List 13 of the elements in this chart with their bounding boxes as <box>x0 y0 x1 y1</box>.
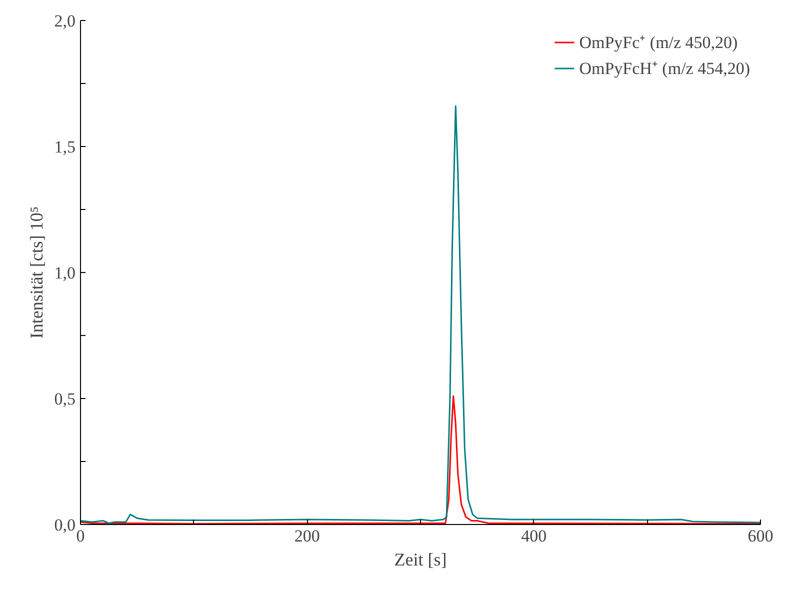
y-tick-label: 2,0 <box>54 12 76 30</box>
x-axis-title: Zeit [s] <box>394 550 447 570</box>
y-tick-label: 0,5 <box>54 390 76 408</box>
legend-label: OmPyFc⁺ (m/z 450,20) <box>579 32 738 53</box>
x-tick-label: 400 <box>521 526 547 546</box>
y-axis-title: Intensität [cts] 10⁵ <box>26 206 46 339</box>
y-tick-label: 0,0 <box>54 516 76 534</box>
y-tick-label: 1,5 <box>54 138 76 156</box>
y-tick-label: 1,0 <box>54 264 76 282</box>
x-tick-label: 200 <box>294 526 320 546</box>
legend-label: OmPyFcH⁺ (m/z 454,20) <box>579 58 750 79</box>
x-tick-label: 0 <box>76 526 85 546</box>
x-tick-label: 600 <box>748 526 774 546</box>
